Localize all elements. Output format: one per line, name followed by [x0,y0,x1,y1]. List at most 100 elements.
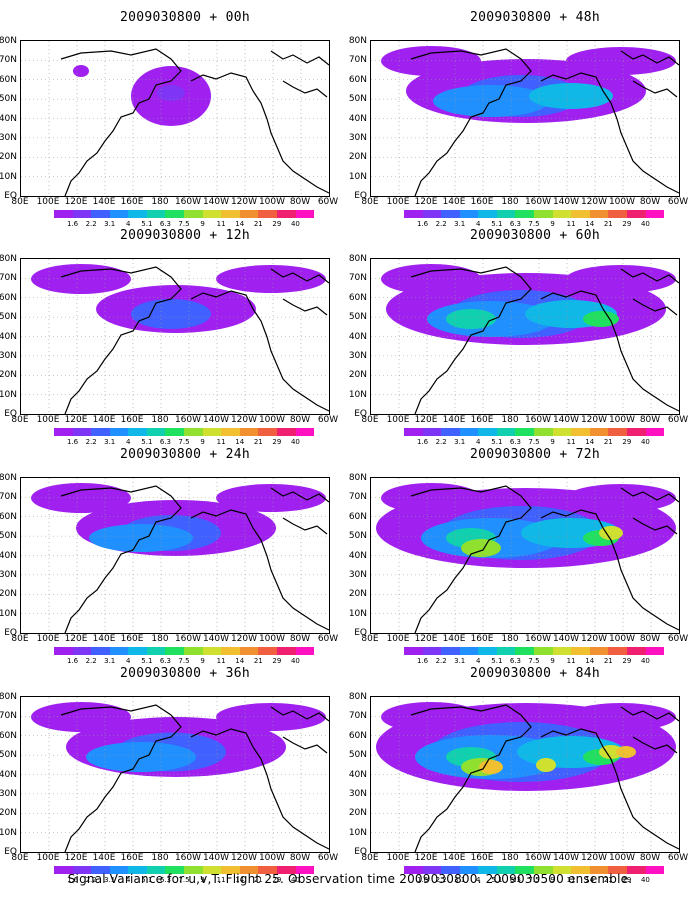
colorbar-label: 14 [235,438,245,446]
colorbar-swatch [571,866,590,874]
colorbar [404,428,665,436]
lon-tick-label: 120W [230,853,258,863]
lon-tick-label: 160W [174,415,202,425]
lat-tick-label: 40N [348,331,367,342]
lon-tick-label: 60W [317,853,339,863]
colorbar-swatch [109,866,129,874]
colorbar-swatch [404,866,423,874]
lat-tick-label: 10N [0,608,17,619]
lat-tick-label: 30N [348,569,367,580]
lat-tick-label: 50N [348,94,367,105]
lon-tick-label: 140E [92,197,116,207]
colorbar-swatch [128,866,147,874]
lon-tick-label: 140E [92,853,116,863]
lon-tick-label: 160E [470,634,494,644]
lat-tick-label: 30N [348,132,367,143]
lon-tick-label: 180 [501,197,519,207]
lat-tick-label: 80N [348,36,367,46]
colorbar-label: 9 [200,220,205,228]
lon-tick-label: 120E [64,634,88,644]
lon-tick-label: 100W [258,634,286,644]
colorbar-swatch [239,210,259,218]
colorbar-label: 40 [290,876,300,884]
lon-tick-label: 140W [202,415,230,425]
colorbar-label: 2.2 [435,876,447,884]
colorbar-swatch [608,866,627,874]
lat-tick-label: 60N [0,292,17,303]
lon-tick-label: 80W [639,634,661,644]
colorbar-label: 11 [216,220,226,228]
lon-tick-label: 140W [202,197,230,207]
colorbar-swatch [128,210,147,218]
lat-tick-label: 60N [348,511,367,522]
colorbar-label: 1.6 [66,438,79,446]
colorbar-swatch [552,428,572,436]
colorbar-label: 14 [585,220,595,228]
colorbar-label: 4 [126,220,131,228]
colorbar-swatch [478,866,497,874]
lat-tick-label: 70N [0,711,17,722]
lon-tick-label: 60W [317,415,339,425]
colorbar-label: 4 [476,220,481,228]
variance-map [370,696,680,853]
colorbar-label: 5.1 [491,220,503,228]
colorbar-swatch [146,647,166,655]
colorbar-swatch [184,210,203,218]
lat-tick-label: 70N [348,55,367,66]
lon-tick-label: 80W [289,634,311,644]
colorbar [404,647,665,655]
colorbar [54,866,315,874]
lat-tick-label: 80N [0,473,17,483]
colorbar-label: 14 [235,876,245,884]
colorbar-label: 7.5 [528,657,540,665]
colorbar-swatch [109,210,129,218]
colorbar-swatch [496,428,516,436]
colorbar-label: 4 [126,876,131,884]
colorbar-label: 29 [272,220,282,228]
colorbar-label: 9 [200,657,205,665]
lon-tick-label: 140W [202,634,230,644]
lon-tick-label: 120E [64,197,88,207]
lon-tick-label: 160E [470,415,494,425]
lon-tick-label: 180 [501,853,519,863]
lon-tick-label: 100W [258,853,286,863]
colorbar-swatch [91,647,110,655]
colorbar-swatch [276,647,296,655]
colorbar [404,210,665,218]
panel-title: 2009030800 + 84h [469,666,601,681]
colorbar-label: 21 [253,438,263,446]
colorbar-label: 4 [126,657,131,665]
lon-tick-label: 140E [442,634,466,644]
colorbar-swatch [239,866,259,874]
colorbar-label: 29 [622,220,632,228]
colorbar-label: 6.3 [159,657,171,665]
lon-tick-label: 100E [386,197,410,207]
colorbar-swatch [589,866,609,874]
lat-tick-label: 50N [0,94,17,105]
colorbar-label: 2.2 [85,220,97,228]
lon-tick-label: 100E [36,197,60,207]
lon-tick-label: 120W [580,634,608,644]
lon-tick-label: 80E [361,634,379,644]
colorbar-swatch [72,210,92,218]
colorbar-swatch [515,428,535,436]
lat-tick-label: 80N [0,692,17,702]
lat-tick-label: 30N [348,788,367,799]
lon-tick-label: 120W [580,415,608,425]
colorbar-swatch [571,647,590,655]
panel-title: 2009030800 + 00h [119,10,251,25]
colorbar-swatch [165,647,185,655]
lon-tick-label: 100W [608,415,636,425]
colorbar-swatch [478,647,497,655]
lat-tick-label: 70N [0,492,17,503]
lon-tick-label: 80W [289,415,311,425]
colorbar-swatch [534,428,553,436]
colorbar-swatch [571,210,590,218]
colorbar-label: 2.2 [85,438,97,446]
colorbar-label: 40 [640,438,650,446]
lon-tick-label: 60W [317,634,339,644]
lat-tick-label: 20N [348,589,367,600]
lon-tick-label: 80E [361,197,379,207]
lat-tick-label: 70N [0,55,17,66]
lon-tick-label: 100E [36,853,60,863]
